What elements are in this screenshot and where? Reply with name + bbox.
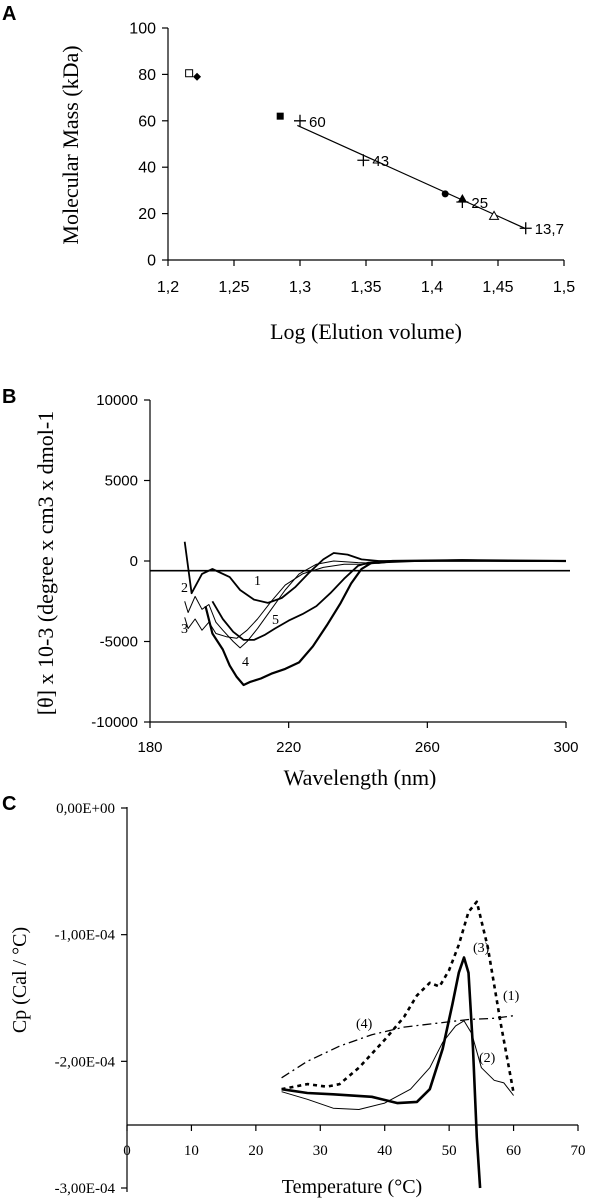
panel-a-y-tick-label: 40	[138, 160, 156, 177]
panel-b-series-label: 1	[254, 574, 261, 589]
panel-c-x-tick-label: 10	[184, 1143, 199, 1159]
panel-a-y-tick-label: 0	[147, 253, 156, 270]
panel-b-series-1	[183, 541, 566, 604]
panel-c-series-label: (1)	[503, 989, 520, 1004]
panel-a-chart: 0 20 40 60 80 100 1,2 1,25 1,3 1,35 1,4 1,45 1,5 60…	[58, 21, 575, 345]
panel-b-series-4	[204, 559, 567, 687]
panel-c-series-2	[281, 1020, 514, 1110]
panel-a-x-tick-label: 1,25	[218, 279, 249, 296]
panel-c-series-3	[281, 900, 515, 1094]
panel-a-fit-line	[297, 124, 526, 230]
panel-b-chart: 10000 5000 0 -5000 -10000 180 220 260 300 1 2 3 4 5…	[33, 392, 579, 790]
panel-a-x-title: Log (Elution volume)	[270, 319, 462, 344]
panel-c-x-tick-label: 60	[506, 1143, 521, 1159]
panel-b-y-tick-label: 5000	[105, 473, 138, 490]
panel-c-y-tick-label: -3,00E-04	[55, 1181, 116, 1197]
panel-letter-c: C	[2, 793, 16, 815]
panel-a-sample-open-square	[185, 69, 194, 78]
panel-b-y-tick-label: 10000	[96, 392, 138, 409]
panel-b-series-label: 3	[181, 622, 188, 637]
panel-c-y-title: Cp (Cal / °C)	[9, 927, 31, 1033]
panel-a-sample-filled-triangle	[457, 194, 467, 203]
panel-a-standard-point	[294, 114, 306, 127]
panel-b-series-label: 2	[181, 581, 188, 596]
panel-a-standard-label: 13,7	[535, 221, 564, 238]
panel-a-x-tick-label: 1,45	[482, 279, 513, 296]
panel-a-standard-point	[357, 154, 370, 167]
panel-c-series-label: (2)	[479, 1051, 496, 1066]
panel-c-series-label: (3)	[473, 941, 490, 956]
panel-c-chart: 0,00E+00 -1,00E-04 -2,00E-04 -3,00E-04 0 10 2…	[9, 801, 586, 1198]
panel-a-sample-open-triangle	[488, 210, 500, 220]
panel-b-y-tick-label: -5000	[100, 634, 138, 651]
panel-a-standard-point	[519, 222, 532, 235]
panel-a-y-tick-label: 20	[138, 206, 156, 223]
panel-a-x-tick-label: 1,35	[350, 279, 381, 296]
panel-c-x-tick-label: 0	[123, 1143, 131, 1159]
panel-a-y-title: Molecular Mass (kDa)	[58, 45, 83, 244]
panel-a-x-tick-label: 1,5	[553, 279, 575, 296]
panel-a-x-tick-label: 1,2	[157, 279, 179, 296]
panel-letter-a: A	[2, 3, 16, 25]
panel-c-series-1	[281, 956, 482, 1189]
panel-a-standard-label: 43	[372, 153, 389, 170]
panel-c-x-tick-label: 30	[313, 1143, 328, 1159]
panel-c-x-tick-label: 50	[442, 1143, 457, 1159]
panel-a-sample-filled-diamond	[193, 72, 202, 81]
panel-c-y-tick-label: -2,00E-04	[55, 1054, 116, 1070]
panel-c-x-tick-label: 20	[248, 1143, 263, 1159]
panel-c-series-4	[281, 1015, 514, 1079]
panel-c-y-tick-label: 0,00E+00	[56, 801, 115, 817]
panel-a-standard-label: 25	[471, 195, 488, 212]
panel-b-y-tick-label: -10000	[91, 714, 138, 731]
panel-b-y-title: [θ] x 10-3 (degree x cm3 x dmol-1	[33, 411, 58, 715]
panel-a-x-tick-label: 1,4	[421, 279, 443, 296]
panel-c-series-label: (4)	[356, 1017, 373, 1032]
panel-c-x-title: Temperature (°C)	[282, 1176, 422, 1198]
panel-letter-b: B	[2, 386, 16, 408]
panel-a-sample-filled-circle	[441, 190, 449, 198]
panel-a-sample-filled-square	[276, 112, 284, 120]
panel-b-x-tick-label: 220	[276, 739, 301, 756]
panel-a-standard-label: 60	[309, 114, 326, 131]
panel-a-y-tick-label: 80	[138, 67, 156, 84]
panel-c-y-tick-label: -1,00E-04	[55, 928, 116, 944]
panel-b-series-label: 5	[272, 613, 279, 628]
panel-b-series-3	[184, 560, 566, 639]
panel-b-series-label: 4	[242, 655, 249, 670]
panel-a-y-tick-label: 60	[138, 113, 156, 130]
panel-b-y-tick-label: 0	[130, 553, 138, 570]
panel-c-x-tick-label: 70	[571, 1143, 586, 1159]
panel-b-series-5	[211, 560, 566, 641]
panel-b-x-title: Wavelength (nm)	[284, 765, 437, 790]
panel-b-x-tick-label: 180	[137, 739, 162, 756]
panel-b-x-tick-label: 260	[415, 739, 440, 756]
panel-a-y-tick-label: 100	[129, 21, 156, 38]
panel-a-x-tick-label: 1,3	[289, 279, 311, 296]
panel-c-x-tick-label: 40	[377, 1143, 392, 1159]
panel-b-x-tick-label: 300	[553, 739, 578, 756]
